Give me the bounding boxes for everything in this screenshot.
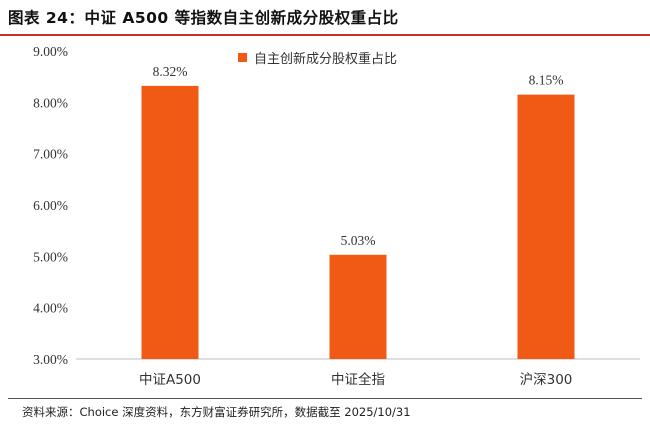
x-tick-label: 中证全指 <box>331 371 385 388</box>
y-tick-label: 4.00% <box>33 301 68 316</box>
chart-legend: 自主创新成分股权重占比 <box>238 48 397 67</box>
data-label: 8.32% <box>153 64 188 79</box>
data-label: 8.15% <box>529 73 564 88</box>
chart-title: 图表 24：中证 A500 等指数自主创新成分股权重占比 <box>8 9 399 27</box>
y-tick-label: 8.00% <box>33 95 68 110</box>
y-tick-label: 3.00% <box>33 352 68 367</box>
title-divider <box>0 34 650 36</box>
x-tick-label: 沪深300 <box>520 372 573 388</box>
x-tick-label: 中证A500 <box>139 372 201 388</box>
bar-chart: 3.00% 4.00% 5.00% 6.00% 7.00% 8.00% 9.00% 8.32%… <box>33 44 640 388</box>
data-label: 5.03% <box>341 233 376 248</box>
y-tick-label: 6.00% <box>33 198 68 213</box>
bar <box>517 94 575 359</box>
y-tick-label: 5.00% <box>33 249 68 264</box>
y-tick-label: 9.00% <box>33 44 68 59</box>
bar <box>141 85 199 359</box>
legend-swatch <box>238 53 247 62</box>
bar <box>329 254 387 359</box>
source-divider <box>8 398 642 399</box>
legend-label: 自主创新成分股权重占比 <box>254 52 398 67</box>
y-tick-label: 7.00% <box>33 147 68 162</box>
source-note: 资料来源：Choice 深度资料，东方财富证券研究所，数据截至 2025/10/… <box>22 405 411 419</box>
